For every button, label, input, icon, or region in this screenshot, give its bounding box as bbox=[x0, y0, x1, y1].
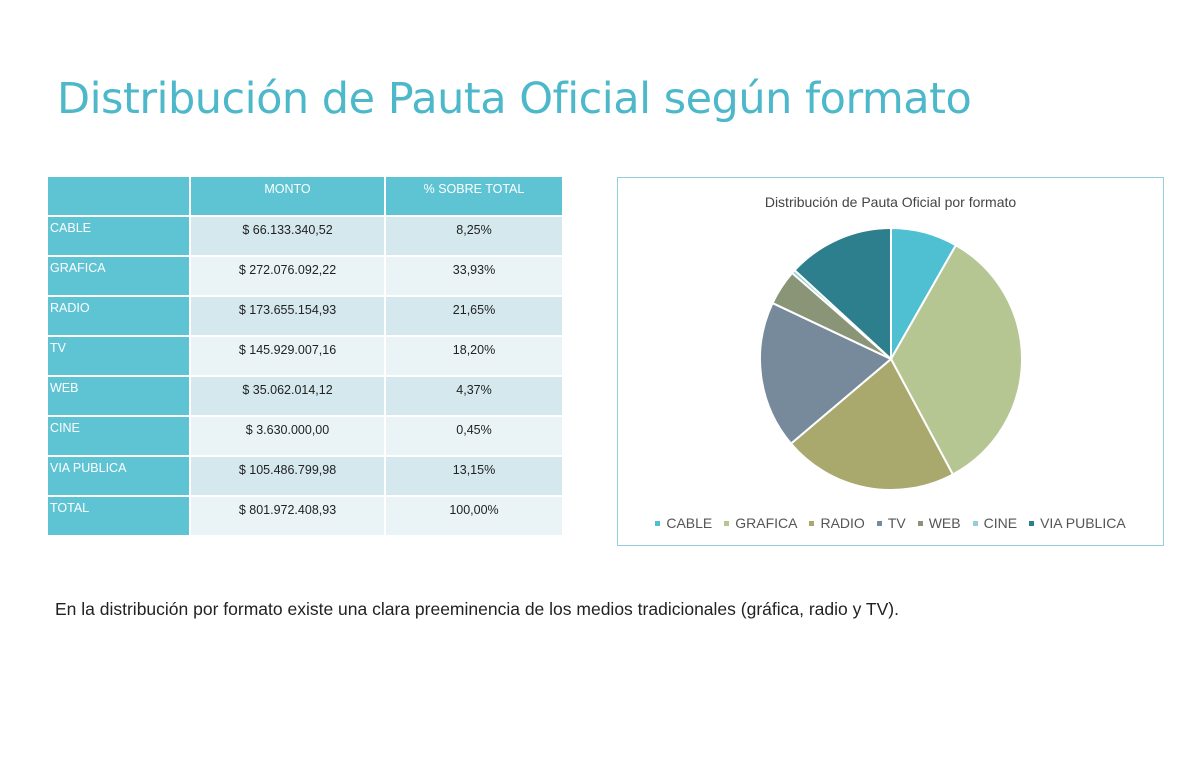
row-pct: 33,93% bbox=[386, 257, 564, 297]
row-pct: 18,20% bbox=[386, 337, 564, 377]
row-monto: $ 105.486.799,98 bbox=[191, 457, 386, 497]
legend-label: VIA PUBLICA bbox=[1040, 515, 1126, 531]
row-pct: 100,00% bbox=[386, 497, 564, 537]
pie-slice-tv bbox=[759, 301, 893, 446]
legend-item: CABLE bbox=[655, 515, 712, 531]
legend-swatch bbox=[876, 520, 882, 526]
legend-item: WEB bbox=[917, 515, 961, 531]
table-row: RADIO $ 173.655.154,93 21,65% bbox=[48, 297, 564, 337]
legend-swatch bbox=[655, 520, 661, 526]
legend-label: CABLE bbox=[666, 515, 713, 531]
legend-label: CINE bbox=[983, 515, 1018, 531]
row-label: CINE bbox=[48, 417, 191, 457]
legend-swatch bbox=[1029, 520, 1035, 526]
caption-text: En la distribución por formato existe un… bbox=[55, 599, 899, 619]
pie-slice-grafica bbox=[889, 243, 1023, 476]
table-total-row: TOTAL $ 801.972.408,93 100,00% bbox=[48, 497, 564, 537]
table-row: TV $ 145.929.007,16 18,20% bbox=[48, 337, 564, 377]
table-row: VIA PUBLICA $ 105.486.799,98 13,15% bbox=[48, 457, 564, 497]
row-pct: 8,25% bbox=[386, 217, 564, 257]
row-monto: $ 145.929.007,16 bbox=[191, 337, 386, 377]
legend-label: WEB bbox=[928, 515, 961, 531]
legend-swatch bbox=[809, 520, 815, 526]
header-monto: MONTO bbox=[191, 177, 386, 217]
chart-title: Distribución de Pauta Oficial por format… bbox=[764, 194, 1017, 210]
row-label: CABLE bbox=[48, 217, 191, 257]
legend-label: RADIO bbox=[820, 515, 865, 531]
table-header-row: MONTO % SOBRE TOTAL bbox=[48, 177, 564, 217]
chart-legend: CABLE GRAFICA RADIO TV WEB CINE VIA PUBLICA bbox=[618, 515, 1163, 531]
row-label: RADIO bbox=[48, 297, 191, 337]
pie-slice-via-publica bbox=[793, 226, 892, 362]
row-monto: $ 3.630.000,00 bbox=[191, 417, 386, 457]
row-label: VIA PUBLICA bbox=[48, 457, 191, 497]
table-row: CABLE $ 66.133.340,52 8,25% bbox=[48, 217, 564, 257]
legend-swatch bbox=[917, 520, 923, 526]
row-label: TOTAL bbox=[48, 497, 191, 537]
pie-chart bbox=[759, 226, 1023, 491]
legend-item: GRAFICA bbox=[724, 515, 797, 531]
row-pct: 0,45% bbox=[386, 417, 564, 457]
row-monto: $ 35.062.014,12 bbox=[191, 377, 386, 417]
row-label: WEB bbox=[48, 377, 191, 417]
legend-item: CINE bbox=[972, 515, 1018, 531]
pie-chart-panel: Distribución de Pauta Oficial por format… bbox=[617, 177, 1164, 546]
table-row: CINE $ 3.630.000,00 0,45% bbox=[48, 417, 564, 457]
row-monto: $ 173.655.154,93 bbox=[191, 297, 386, 337]
page-title: Distribución de Pauta Oficial según form… bbox=[57, 74, 972, 124]
legend-item: RADIO bbox=[809, 515, 865, 531]
pie-slice-radio bbox=[789, 357, 955, 491]
row-label: GRAFICA bbox=[48, 257, 191, 297]
row-monto: $ 801.972.408,93 bbox=[191, 497, 386, 537]
table-row: GRAFICA $ 272.076.092,22 33,93% bbox=[48, 257, 564, 297]
header-pct: % SOBRE TOTAL bbox=[386, 177, 564, 217]
row-pct: 4,37% bbox=[386, 377, 564, 417]
header-blank bbox=[48, 177, 191, 217]
row-pct: 13,15% bbox=[386, 457, 564, 497]
legend-label: TV bbox=[887, 515, 906, 531]
legend-item: TV bbox=[876, 515, 906, 531]
legend-item: VIA PUBLICA bbox=[1029, 515, 1126, 531]
legend-swatch bbox=[724, 520, 730, 526]
data-table: MONTO % SOBRE TOTAL CABLE $ 66.133.340,5… bbox=[48, 177, 564, 537]
row-monto: $ 272.076.092,22 bbox=[191, 257, 386, 297]
row-label: TV bbox=[48, 337, 191, 377]
table-row: WEB $ 35.062.014,12 4,37% bbox=[48, 377, 564, 417]
row-pct: 21,65% bbox=[386, 297, 564, 337]
row-monto: $ 66.133.340,52 bbox=[191, 217, 386, 257]
legend-swatch bbox=[972, 520, 978, 526]
legend-label: GRAFICA bbox=[735, 515, 798, 531]
